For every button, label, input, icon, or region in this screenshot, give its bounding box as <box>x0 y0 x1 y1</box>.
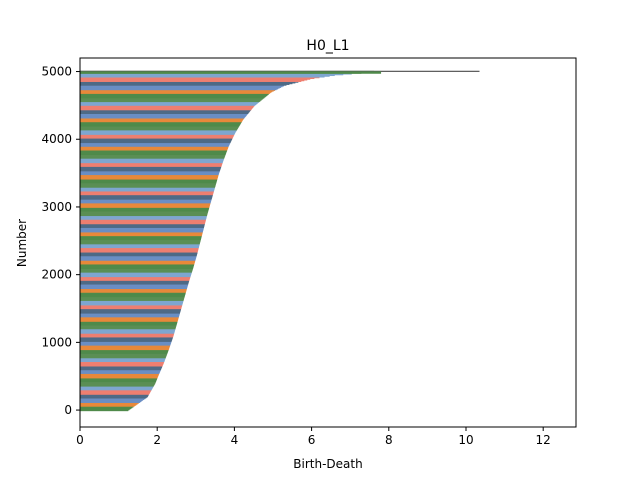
x-tick-label: 10 <box>458 433 473 447</box>
chart-title: H0_L1 <box>306 38 349 54</box>
y-axis-label: Number <box>15 219 29 267</box>
x-tick-label: 2 <box>153 433 161 447</box>
y-tick-label: 5000 <box>41 65 72 79</box>
x-tick-label: 12 <box>536 433 551 447</box>
y-tick-label: 0 <box>64 403 72 417</box>
y-tick-label: 1000 <box>41 335 72 349</box>
y-tick-label: 2000 <box>41 268 72 282</box>
x-tick-label: 4 <box>231 433 239 447</box>
x-tick-label: 0 <box>76 433 84 447</box>
y-tick-label: 3000 <box>41 200 72 214</box>
plot-frame <box>79 57 577 428</box>
x-axis-label: Birth-Death <box>293 457 362 471</box>
axes-group: 0 2 4 6 8 10 12 0 1000 2000 3000 4000 5000 <box>41 57 577 447</box>
bars-group <box>80 70 480 412</box>
x-tick-label: 8 <box>385 433 393 447</box>
y-tick-label: 4000 <box>41 132 72 146</box>
bar <box>80 71 382 74</box>
bar <box>80 70 480 72</box>
x-tick-label: 6 <box>308 433 316 447</box>
